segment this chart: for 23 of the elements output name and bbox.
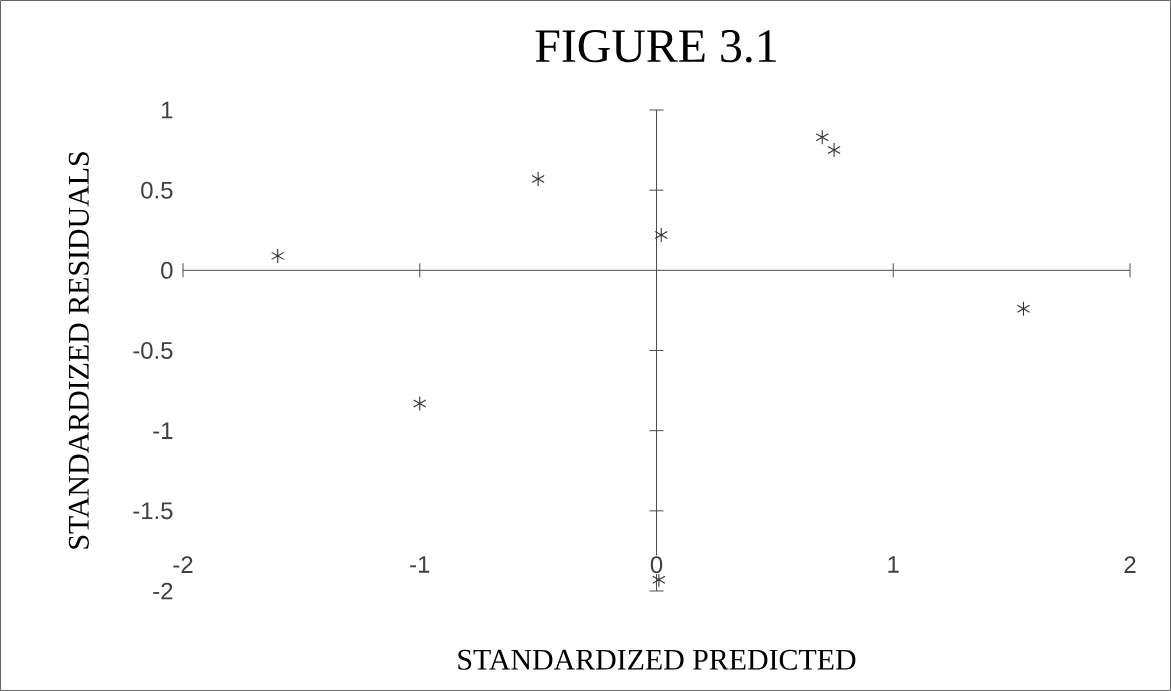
point — [827, 142, 841, 158]
point — [531, 171, 545, 187]
y-axis-title: STANDARDIZED RESIDUALS — [68, 152, 89, 549]
point — [654, 227, 668, 243]
point — [652, 572, 666, 588]
y-tick-label: -1.5 — [133, 502, 173, 520]
y-tick-label: -1 — [153, 422, 173, 439]
x-tick-label: 2 — [1124, 556, 1136, 573]
y-tick-label: 1 — [162, 101, 173, 119]
y-tick-label: -2 — [153, 582, 173, 600]
point — [413, 395, 427, 411]
x-tick-label: -2 — [173, 556, 193, 573]
chart-title: FIGURE 3.1 — [535, 30, 776, 63]
y-tick-label: 0 — [161, 261, 173, 279]
point — [815, 129, 829, 145]
x-tick-label: 1 — [888, 556, 899, 573]
x-axis-title: STANDARDIZED PREDICTED — [458, 649, 856, 670]
y-tick-label: -0.5 — [133, 342, 173, 359]
point — [271, 248, 285, 264]
point — [1016, 301, 1031, 317]
y-tick-label: 0.5 — [141, 181, 173, 199]
x-tick-label: 0 — [650, 556, 663, 574]
x-tick-label: -1 — [410, 556, 430, 573]
